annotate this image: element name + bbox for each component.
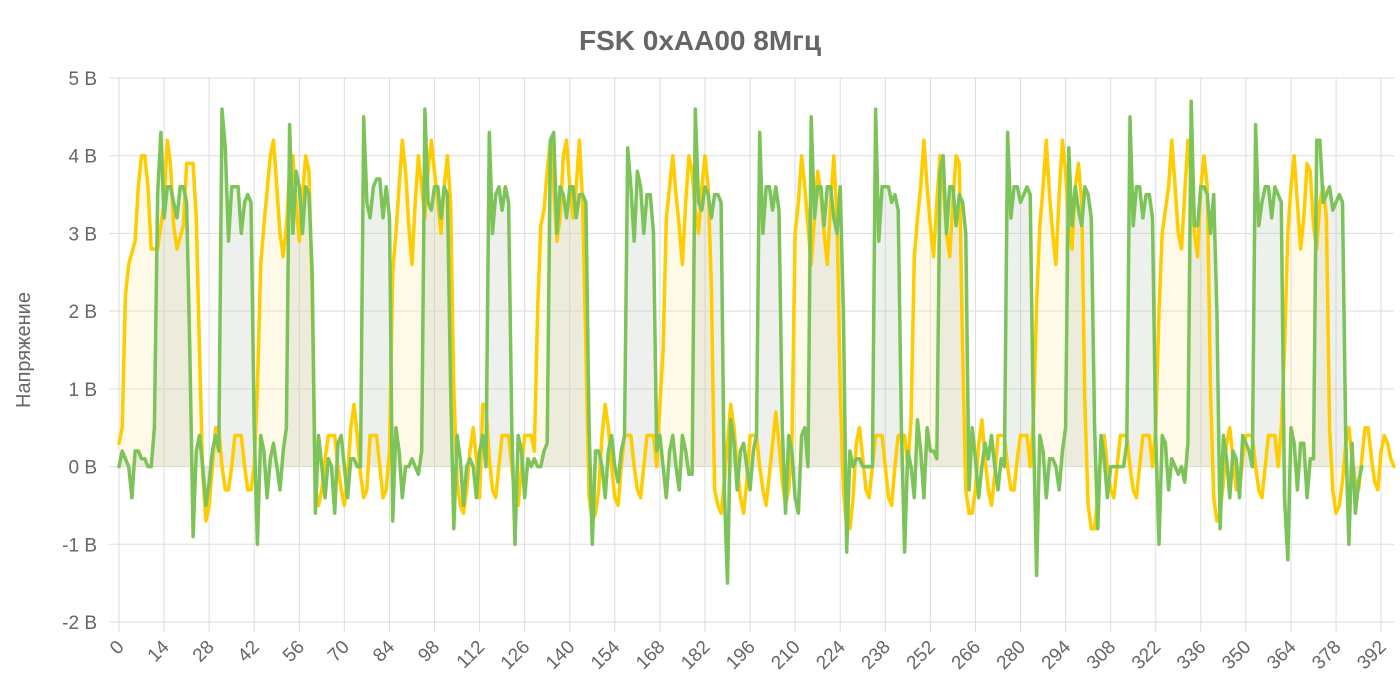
- chart-title: FSK 0xAA00 8Мгц: [579, 25, 821, 56]
- y-tick-label: -2 В: [62, 613, 97, 634]
- x-tick-label: 308: [1083, 637, 1120, 674]
- series-lines: [117, 99, 1396, 585]
- x-tick-label: 350: [1218, 637, 1255, 674]
- y-tick-label: 3 В: [68, 224, 97, 245]
- y-tick-label: 5 В: [68, 69, 97, 90]
- y-axis-label: Напряжение: [13, 292, 35, 408]
- series-1-area: [119, 140, 1394, 529]
- x-tick-label: 126: [497, 637, 534, 674]
- x-tick-label: 112: [453, 637, 489, 673]
- x-tick-label: 154: [587, 636, 625, 674]
- x-tick-label: 210: [767, 637, 804, 674]
- series-2-line: [117, 99, 1364, 585]
- y-tick-label: 4 В: [68, 147, 97, 168]
- y-tick-label: 2 В: [68, 302, 97, 323]
- x-tick-label: 140: [542, 637, 579, 674]
- x-tick-label: 14: [144, 636, 174, 666]
- x-tick-label: 266: [948, 637, 985, 674]
- x-tick-label: 280: [993, 637, 1030, 674]
- series-1-line: [117, 138, 1396, 531]
- x-tick-label: 322: [1128, 637, 1165, 674]
- series-2-area: [119, 101, 1362, 584]
- y-tick-label: 1 В: [68, 380, 97, 401]
- x-tick-label: 378: [1308, 637, 1345, 674]
- x-tick-label: 168: [632, 637, 669, 674]
- x-tick-label: 252: [903, 637, 940, 674]
- x-tick-label: 56: [279, 637, 309, 667]
- x-tick-label: 28: [189, 637, 219, 667]
- x-tick-label: 42: [234, 637, 264, 667]
- x-tick-label: 238: [858, 637, 895, 674]
- y-tick-label: -1 В: [62, 535, 97, 556]
- x-tick-label: 84: [369, 636, 399, 666]
- x-tick-label: 392: [1353, 637, 1390, 674]
- x-tick-label: 98: [414, 637, 444, 667]
- y-tick-labels: 5 В 4 В 3 В 2 В 1 В 0 В -1 В -2 В: [62, 69, 97, 634]
- x-tick-label: 182: [677, 637, 714, 674]
- x-tick-label: 224: [812, 636, 850, 674]
- x-tick-label: 70: [324, 637, 354, 667]
- y-tick-label: 0 В: [68, 458, 97, 479]
- x-tick-label: 364: [1263, 636, 1301, 674]
- series-fills: [119, 101, 1394, 584]
- x-tick-labels: 0 14 28 42 56 70 84 98 112 126 140 154 168 182 196 210 2…: [106, 636, 1390, 674]
- x-tick-label: 196: [722, 637, 759, 674]
- x-tick-label: 0: [106, 637, 128, 659]
- x-tick-label: 336: [1173, 637, 1210, 674]
- x-tick-label: 294: [1038, 636, 1076, 674]
